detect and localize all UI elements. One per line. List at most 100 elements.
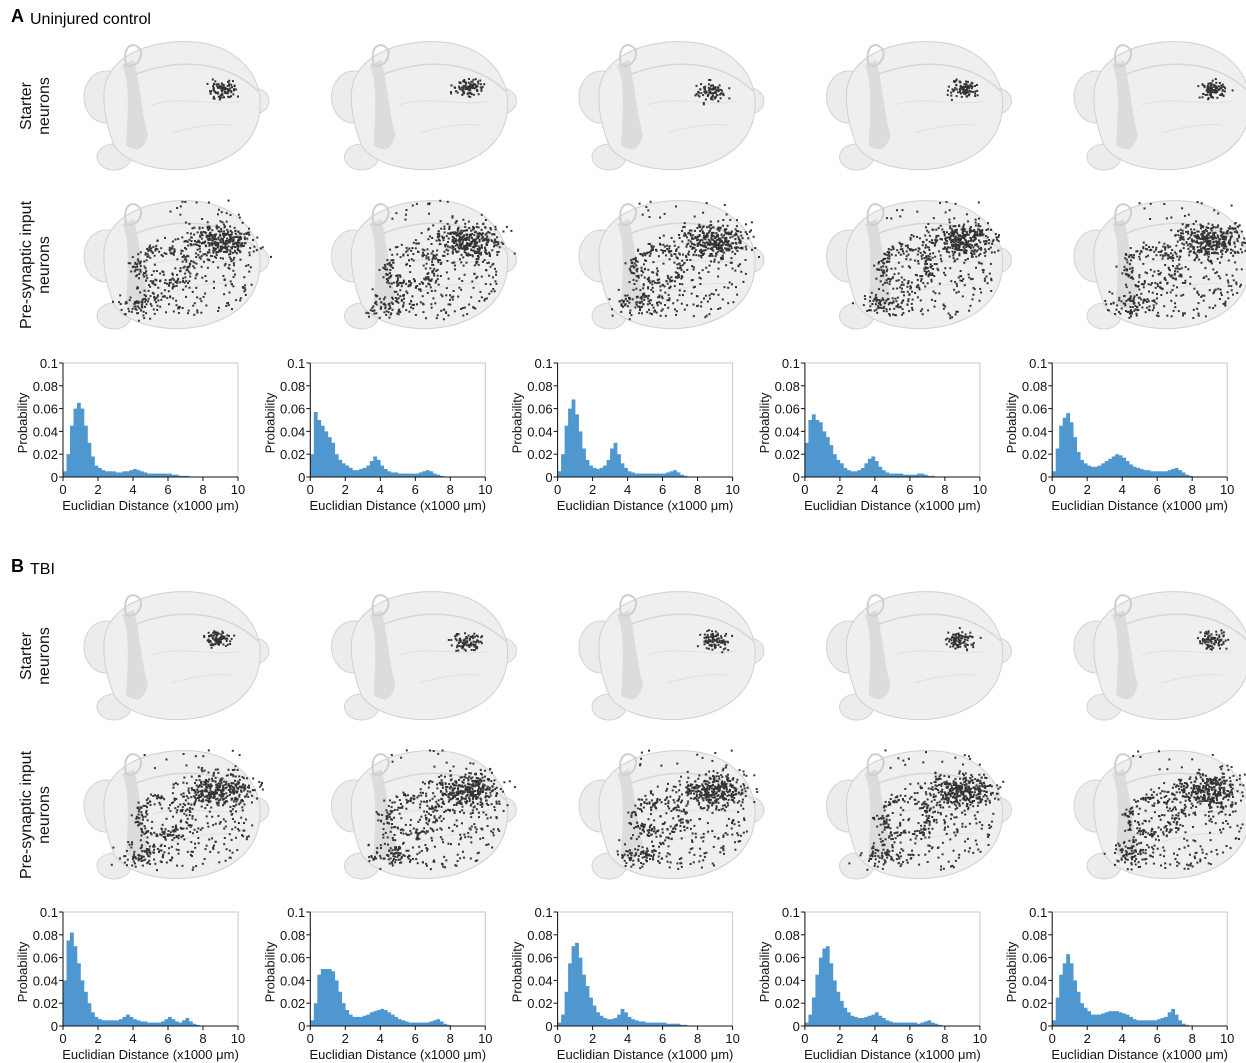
neuron-dot [898, 273, 900, 275]
neuron-dot [172, 826, 174, 828]
neuron-dot [180, 250, 182, 252]
neuron-dot [702, 253, 704, 255]
neuron-dot [669, 297, 671, 299]
neuron-dot [154, 250, 156, 252]
neuron-dot [457, 246, 459, 248]
neuron-dot [1208, 253, 1210, 255]
neuron-dot [1182, 230, 1184, 232]
neuron-dot [416, 303, 418, 305]
neuron-dot [164, 252, 166, 254]
neuron-dot [226, 848, 228, 850]
neuron-dot [982, 271, 984, 273]
neuron-dot [233, 257, 235, 259]
neuron-dot [130, 297, 132, 299]
neuron-dot [451, 84, 453, 86]
neuron-dot [953, 225, 955, 227]
neuron-dot [895, 254, 897, 256]
neuron-dot [142, 315, 144, 317]
neuron-dot [154, 767, 156, 769]
neuron-dot [720, 244, 722, 246]
neuron-dot [1168, 267, 1170, 269]
neuron-dot [612, 315, 614, 317]
neuron-dot [636, 301, 638, 303]
neuron-dot [1209, 237, 1211, 239]
neuron-dot [226, 640, 228, 642]
neuron-dot [1176, 256, 1178, 258]
neuron-dot [876, 269, 878, 271]
neuron-dot [202, 755, 204, 757]
neuron-dot [970, 84, 972, 86]
neuron-dot [987, 236, 989, 238]
neuron-dot [946, 243, 948, 245]
neuron-dot [745, 273, 747, 275]
neuron-dot [254, 789, 256, 791]
neuron-dot [1180, 276, 1182, 278]
neuron-dot [401, 244, 403, 246]
neuron-dot [1153, 251, 1155, 253]
neuron-dot [626, 300, 628, 302]
neuron-dot [1177, 271, 1179, 273]
neuron-dot [423, 265, 425, 267]
neuron-dot [221, 97, 223, 99]
neuron-dot [239, 244, 241, 246]
neuron-dot [242, 800, 244, 802]
neuron-dot [152, 252, 154, 254]
neuron-dot [682, 264, 684, 266]
neuron-dot [495, 271, 497, 273]
neuron-dot [133, 855, 135, 857]
neuron-dot [921, 258, 923, 260]
neuron-dot [717, 276, 719, 278]
neuron-dot [1185, 231, 1187, 233]
neuron-dot [494, 239, 496, 241]
neuron-dot [1228, 260, 1230, 262]
neuron-dot [193, 314, 195, 316]
neuron-dot [1172, 289, 1174, 291]
neuron-dot [213, 773, 215, 775]
neuron-dot [208, 202, 210, 204]
neuron-dot [425, 257, 427, 259]
neuron-dot [409, 265, 411, 267]
neuron-dot [674, 285, 676, 287]
neuron-dot [643, 283, 645, 285]
neuron-dot [180, 827, 182, 829]
neuron-dot [201, 770, 203, 772]
neuron-dot [232, 782, 234, 784]
neuron-dot [221, 83, 223, 85]
neuron-dot [431, 253, 433, 255]
neuron-dot [1170, 217, 1172, 219]
neuron-dot [1148, 300, 1150, 302]
neuron-dot [901, 284, 903, 286]
neuron-dot [675, 271, 677, 273]
neuron-dot [190, 804, 192, 806]
neuron-dot [696, 227, 698, 229]
neuron-dot [1216, 97, 1218, 99]
neuron-dot [1137, 286, 1139, 288]
neuron-dot [1189, 243, 1191, 245]
brain-outline [579, 42, 764, 170]
neuron-dot [230, 810, 232, 812]
neuron-dot [1151, 282, 1153, 284]
neuron-dot [216, 254, 218, 256]
neuron-dot [975, 225, 977, 227]
neuron-dot [688, 251, 690, 253]
neuron-dot [664, 213, 666, 215]
neuron-dot [476, 223, 478, 225]
neuron-dot [985, 235, 987, 237]
neuron-dot [154, 255, 156, 257]
neuron-dot [652, 261, 654, 263]
neuron-dot [659, 285, 661, 287]
neuron-dot [169, 859, 171, 861]
brain-outline [332, 592, 517, 720]
neuron-dot [652, 287, 654, 289]
neuron-dot [223, 96, 225, 98]
neuron-dot [949, 315, 951, 317]
neuron-dot [159, 797, 161, 799]
neuron-dot [489, 232, 491, 234]
neuron-dot [370, 309, 372, 311]
neuron-dot [954, 281, 956, 283]
neuron-dot [391, 218, 393, 220]
neuron-dot [656, 302, 658, 304]
neuron-dot [951, 240, 953, 242]
neuron-dot [454, 310, 456, 312]
neuron-dot [970, 247, 972, 249]
